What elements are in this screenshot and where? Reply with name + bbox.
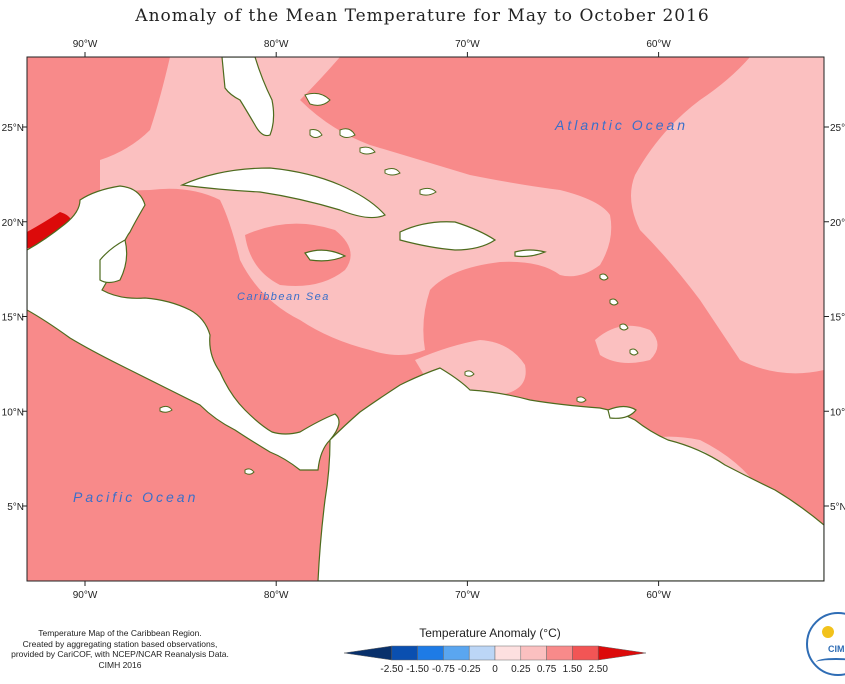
legend-tick-label: -2.50 — [380, 664, 403, 675]
label-caribbean-sea: Caribbean Sea — [237, 291, 330, 303]
sun-icon — [822, 626, 834, 638]
lat-label: 20°N — [830, 218, 845, 229]
label-pacific-ocean: Pacific Ocean — [73, 489, 198, 505]
land-cuba — [179, 167, 386, 219]
legend-tick-label: 0 — [492, 664, 498, 675]
lat-label: 25°N — [830, 123, 845, 134]
lat-label: 10°N — [2, 407, 24, 418]
legend-tick-label: -0.25 — [458, 664, 481, 675]
longitude-ticks: 90°W 90°W 80°W 80°W 70°W 70°W 60°W 60°W — [73, 39, 672, 601]
lat-label: 15°N — [2, 313, 24, 324]
label-atlantic-ocean: Atlantic Ocean — [554, 117, 688, 133]
legend-tick-label: -1.50 — [406, 664, 429, 675]
wave-icon — [816, 658, 845, 666]
legend-tick-label: 0.25 — [511, 664, 531, 675]
legend-swatch — [597, 645, 647, 661]
legend-swatch — [468, 645, 496, 661]
legend-swatch — [572, 645, 599, 661]
legend-swatch — [520, 645, 547, 661]
legend-tick-label: 0.75 — [537, 664, 557, 675]
latitude-ticks: 25°N 25°N 20°N 20°N 15°N 15°N 10°N 10°N 5°N 5°N — [2, 123, 845, 513]
legend-tick-label: 1.50 — [563, 664, 583, 675]
lat-label: 20°N — [2, 218, 24, 229]
legend-swatch — [391, 645, 418, 661]
footer-line: Created by aggregating station based obs… — [22, 638, 218, 649]
anomaly-field-pale-east — [631, 57, 824, 374]
legend-title: Temperature Anomaly (°C) — [419, 626, 561, 640]
land-trinidad — [607, 405, 637, 419]
small-islands — [159, 92, 639, 475]
legend-swatch — [546, 645, 573, 661]
footer-credits: Temperature Map of the Caribbean Region.… — [0, 628, 240, 670]
logo-text: CIM — [828, 644, 845, 654]
lon-label: 70°W — [455, 39, 480, 50]
lat-label: 15°N — [830, 313, 845, 324]
anomaly-field-mid-jamaica — [245, 223, 351, 286]
map-frame — [26, 56, 825, 582]
land-puerto-rico — [514, 249, 547, 258]
lat-label: 5°N — [830, 502, 845, 513]
lon-label: 60°W — [646, 590, 671, 601]
legend-tick-label: -0.75 — [432, 664, 455, 675]
legend-swatch — [343, 645, 393, 661]
land-hispaniola — [399, 221, 497, 251]
anomaly-field-pale-antilles — [595, 325, 658, 364]
footer-line: CIMH 2016 — [98, 659, 142, 670]
lon-label: 70°W — [455, 590, 480, 601]
lon-label: 80°W — [264, 39, 289, 50]
anomaly-field-strong-mexico — [27, 212, 72, 248]
land-masses — [27, 57, 824, 581]
footer-line: provided by CariCOF, with NCEP/NCAR Rean… — [11, 649, 229, 659]
land-jamaica — [304, 249, 347, 262]
lat-label: 10°N — [830, 407, 845, 418]
land-yucatan — [99, 239, 128, 284]
footer-line: Temperature Map of the Caribbean Region. — [38, 628, 202, 638]
lat-label: 5°N — [7, 502, 24, 513]
legend-colorbar: -2.50 -1.50 -0.75 -0.25 0 0.25 0.75 1.50 2.50 — [343, 645, 647, 675]
lat-label: 25°N — [2, 123, 24, 134]
lon-label: 60°W — [646, 39, 671, 50]
map-title: Anomaly of the Mean Temperature for May … — [135, 6, 710, 26]
legend-swatch — [417, 645, 444, 661]
legend-swatch — [443, 645, 470, 661]
lon-label: 90°W — [73, 590, 98, 601]
lon-label: 90°W — [73, 39, 98, 50]
legend-tick-label: 2.50 — [588, 664, 608, 675]
land-florida — [221, 57, 275, 137]
lon-label: 80°W — [264, 590, 289, 601]
legend-swatch — [494, 645, 522, 661]
